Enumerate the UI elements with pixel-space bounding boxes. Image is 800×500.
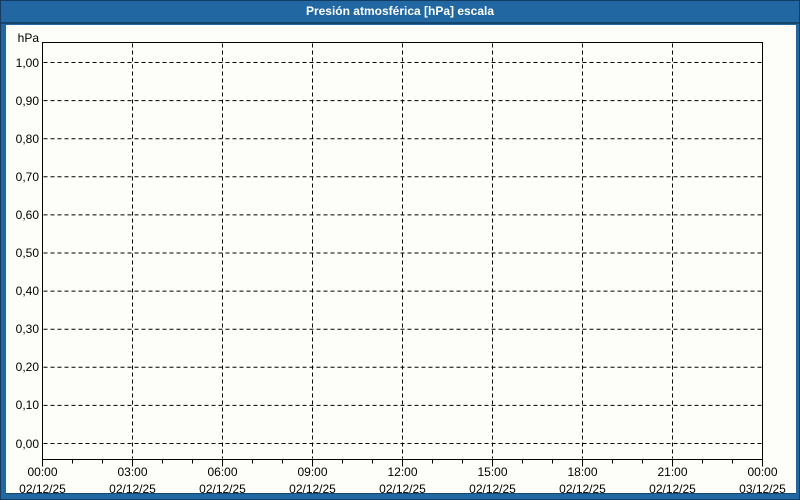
chart-title: Presión atmosférica [hPa] escala [305, 4, 495, 18]
x-tick-time: 12:00 [387, 465, 418, 479]
y-tick-label: 0,90 [15, 93, 39, 108]
x-tick-date: 02/12/25 [379, 482, 426, 496]
x-tick-label: 18:00 02/12/25 [538, 464, 628, 498]
x-tick-label: 15:00 02/12/25 [448, 464, 538, 498]
x-tick-label: 06:00 02/12/25 [178, 464, 268, 498]
y-tick-label: 0,10 [15, 398, 39, 413]
y-tick-label: 0,20 [15, 360, 39, 375]
y-axis-unit-label: hPa [17, 31, 39, 45]
x-tick-date: 02/12/25 [199, 482, 246, 496]
x-tick-label: 21:00 02/12/25 [628, 464, 718, 498]
x-tick-time: 03:00 [117, 465, 148, 479]
x-tick-date: 02/12/25 [109, 482, 156, 496]
y-tick-label: 0,30 [15, 322, 39, 337]
plot-grid [42, 42, 763, 467]
x-tick-date: 02/12/25 [469, 482, 516, 496]
x-tick-time: 00:00 [27, 465, 58, 479]
y-tick-label: 0,00 [15, 436, 39, 451]
y-tick-label: 0,80 [15, 131, 39, 146]
x-tick-date: 02/12/25 [559, 482, 606, 496]
x-tick-time: 09:00 [297, 465, 328, 479]
pressure-chart: hPa 1,00 0,90 0,80 0,70 0,60 0,50 0,40 0,30 0,20… [6, 25, 800, 498]
x-tick-time: 21:00 [657, 465, 688, 479]
x-tick-date: 02/12/25 [649, 482, 696, 496]
x-tick-label: 00:00 03/12/25 [718, 464, 800, 498]
x-tick-date: 03/12/25 [739, 482, 786, 496]
y-tick-label: 0,40 [15, 284, 39, 299]
x-tick-time: 15:00 [477, 465, 508, 479]
x-tick-time: 06:00 [207, 465, 238, 479]
y-tick-label: 0,60 [15, 207, 39, 222]
chart-content-area: hPa 1,00 0,90 0,80 0,70 0,60 0,50 0,40 0,30 0,20… [6, 25, 800, 498]
x-tick-date: 02/12/25 [19, 482, 66, 496]
x-tick-label: 12:00 02/12/25 [358, 464, 448, 498]
chart-title-bar: Presión atmosférica [hPa] escala [1, 1, 799, 24]
x-tick-time: 18:00 [567, 465, 598, 479]
x-tick-label: 09:00 02/12/25 [268, 464, 358, 498]
y-tick-label: 0,50 [15, 246, 39, 260]
x-tick-label: 03:00 02/12/25 [88, 464, 178, 498]
x-tick-date: 02/12/25 [289, 482, 336, 496]
y-tick-label: 1,00 [15, 55, 39, 70]
y-tick-label: 0,70 [15, 169, 39, 184]
x-tick-time: 00:00 [747, 465, 778, 479]
x-tick-label: 00:00 02/12/25 [1, 464, 88, 498]
